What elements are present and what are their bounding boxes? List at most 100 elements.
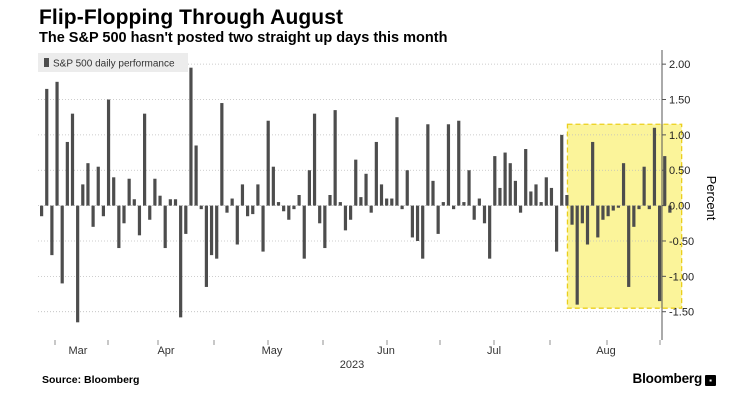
bar [184, 205, 188, 234]
bar [549, 187, 554, 206]
bar [544, 177, 548, 206]
legend-label: S&P 500 daily performance [53, 59, 175, 70]
bar [204, 205, 208, 287]
brand-name: Bloomberg [632, 371, 703, 386]
bar [312, 113, 317, 206]
bar [621, 163, 626, 206]
bar [354, 159, 358, 206]
bar [91, 205, 95, 227]
bar [585, 205, 590, 245]
bar [385, 198, 389, 206]
bar [173, 199, 178, 206]
bar [462, 202, 466, 206]
x-tick-label: Mar [69, 345, 88, 357]
bar [405, 170, 409, 206]
bar [189, 67, 193, 206]
bar [534, 184, 538, 206]
bar [163, 205, 167, 249]
y-axis-title: Percent [704, 176, 719, 221]
bar [60, 205, 64, 284]
bar [580, 205, 584, 224]
bar [276, 202, 281, 206]
bar [498, 187, 502, 206]
chart-subtitle: The S&P 500 hasn't posted two straight u… [39, 30, 448, 46]
bar [421, 205, 425, 259]
bar [637, 205, 641, 210]
x-tick-label: Jun [377, 345, 395, 357]
bar [287, 205, 291, 220]
bar [632, 205, 636, 227]
bar [601, 205, 605, 220]
y-tick-label: 2.00 [669, 59, 690, 71]
axis-layer: 2.00 1.50 1.00 0.50 0.00 -0.50 -1.00 -1.50 Mar Ap… [54, 50, 694, 357]
bar [101, 205, 105, 217]
august-highlight-layer [566, 123, 683, 309]
x-tick-label: May [262, 345, 283, 357]
bar [323, 205, 327, 249]
bar [302, 205, 306, 259]
bar [240, 184, 245, 206]
bar [96, 166, 100, 206]
y-tick-label: -1.00 [669, 271, 694, 283]
bar [493, 156, 497, 206]
bar [611, 205, 615, 211]
bar [518, 205, 523, 213]
bar [369, 205, 373, 213]
legend-swatch [44, 58, 49, 67]
bar [482, 205, 487, 224]
bar [215, 205, 219, 259]
y-tick-label: 0.50 [669, 165, 690, 177]
bar [148, 205, 152, 220]
legend: S&P 500 daily performance [38, 53, 188, 72]
bar [225, 205, 229, 213]
bar [431, 180, 435, 206]
bar [452, 205, 456, 210]
bar [436, 205, 440, 234]
x-tick-label: Apr [157, 345, 174, 357]
bar [132, 199, 136, 206]
y-tick-label: 1.00 [669, 130, 690, 142]
legend-background [38, 53, 188, 72]
bar [606, 205, 610, 217]
bar [307, 170, 311, 206]
bar [271, 166, 275, 206]
bar [65, 141, 69, 206]
x-tick-label: Aug [596, 345, 616, 357]
x-axis-year-label: 2023 [340, 359, 364, 371]
bar [560, 134, 564, 206]
bar [112, 177, 116, 206]
bar [282, 205, 286, 212]
bar [591, 141, 595, 206]
bar [318, 205, 322, 224]
y-tick-label: -0.50 [669, 236, 694, 248]
bar [395, 117, 399, 206]
bar [122, 205, 126, 224]
bar [266, 120, 270, 206]
y-tick-label: 0.00 [669, 201, 690, 213]
y-tick-label: -1.50 [669, 307, 694, 319]
bar [472, 205, 476, 220]
bar [415, 205, 420, 241]
bar [297, 195, 301, 206]
y-tick-label: 1.50 [669, 95, 690, 107]
bar [70, 113, 75, 206]
bar [663, 156, 667, 206]
bar [209, 205, 214, 256]
bar [153, 178, 157, 206]
bar [338, 202, 342, 206]
bar [596, 205, 600, 238]
bar [256, 184, 260, 206]
bar [539, 202, 543, 206]
bar [50, 205, 54, 256]
bar [652, 127, 657, 206]
bar [668, 205, 672, 213]
bar [379, 184, 384, 206]
bar [261, 205, 265, 252]
bar [446, 124, 451, 206]
bar [168, 199, 172, 206]
bar [364, 173, 368, 206]
source-note: Source: Bloomberg [42, 374, 140, 386]
bar [117, 205, 121, 249]
bar [220, 103, 224, 206]
bar [457, 120, 461, 206]
